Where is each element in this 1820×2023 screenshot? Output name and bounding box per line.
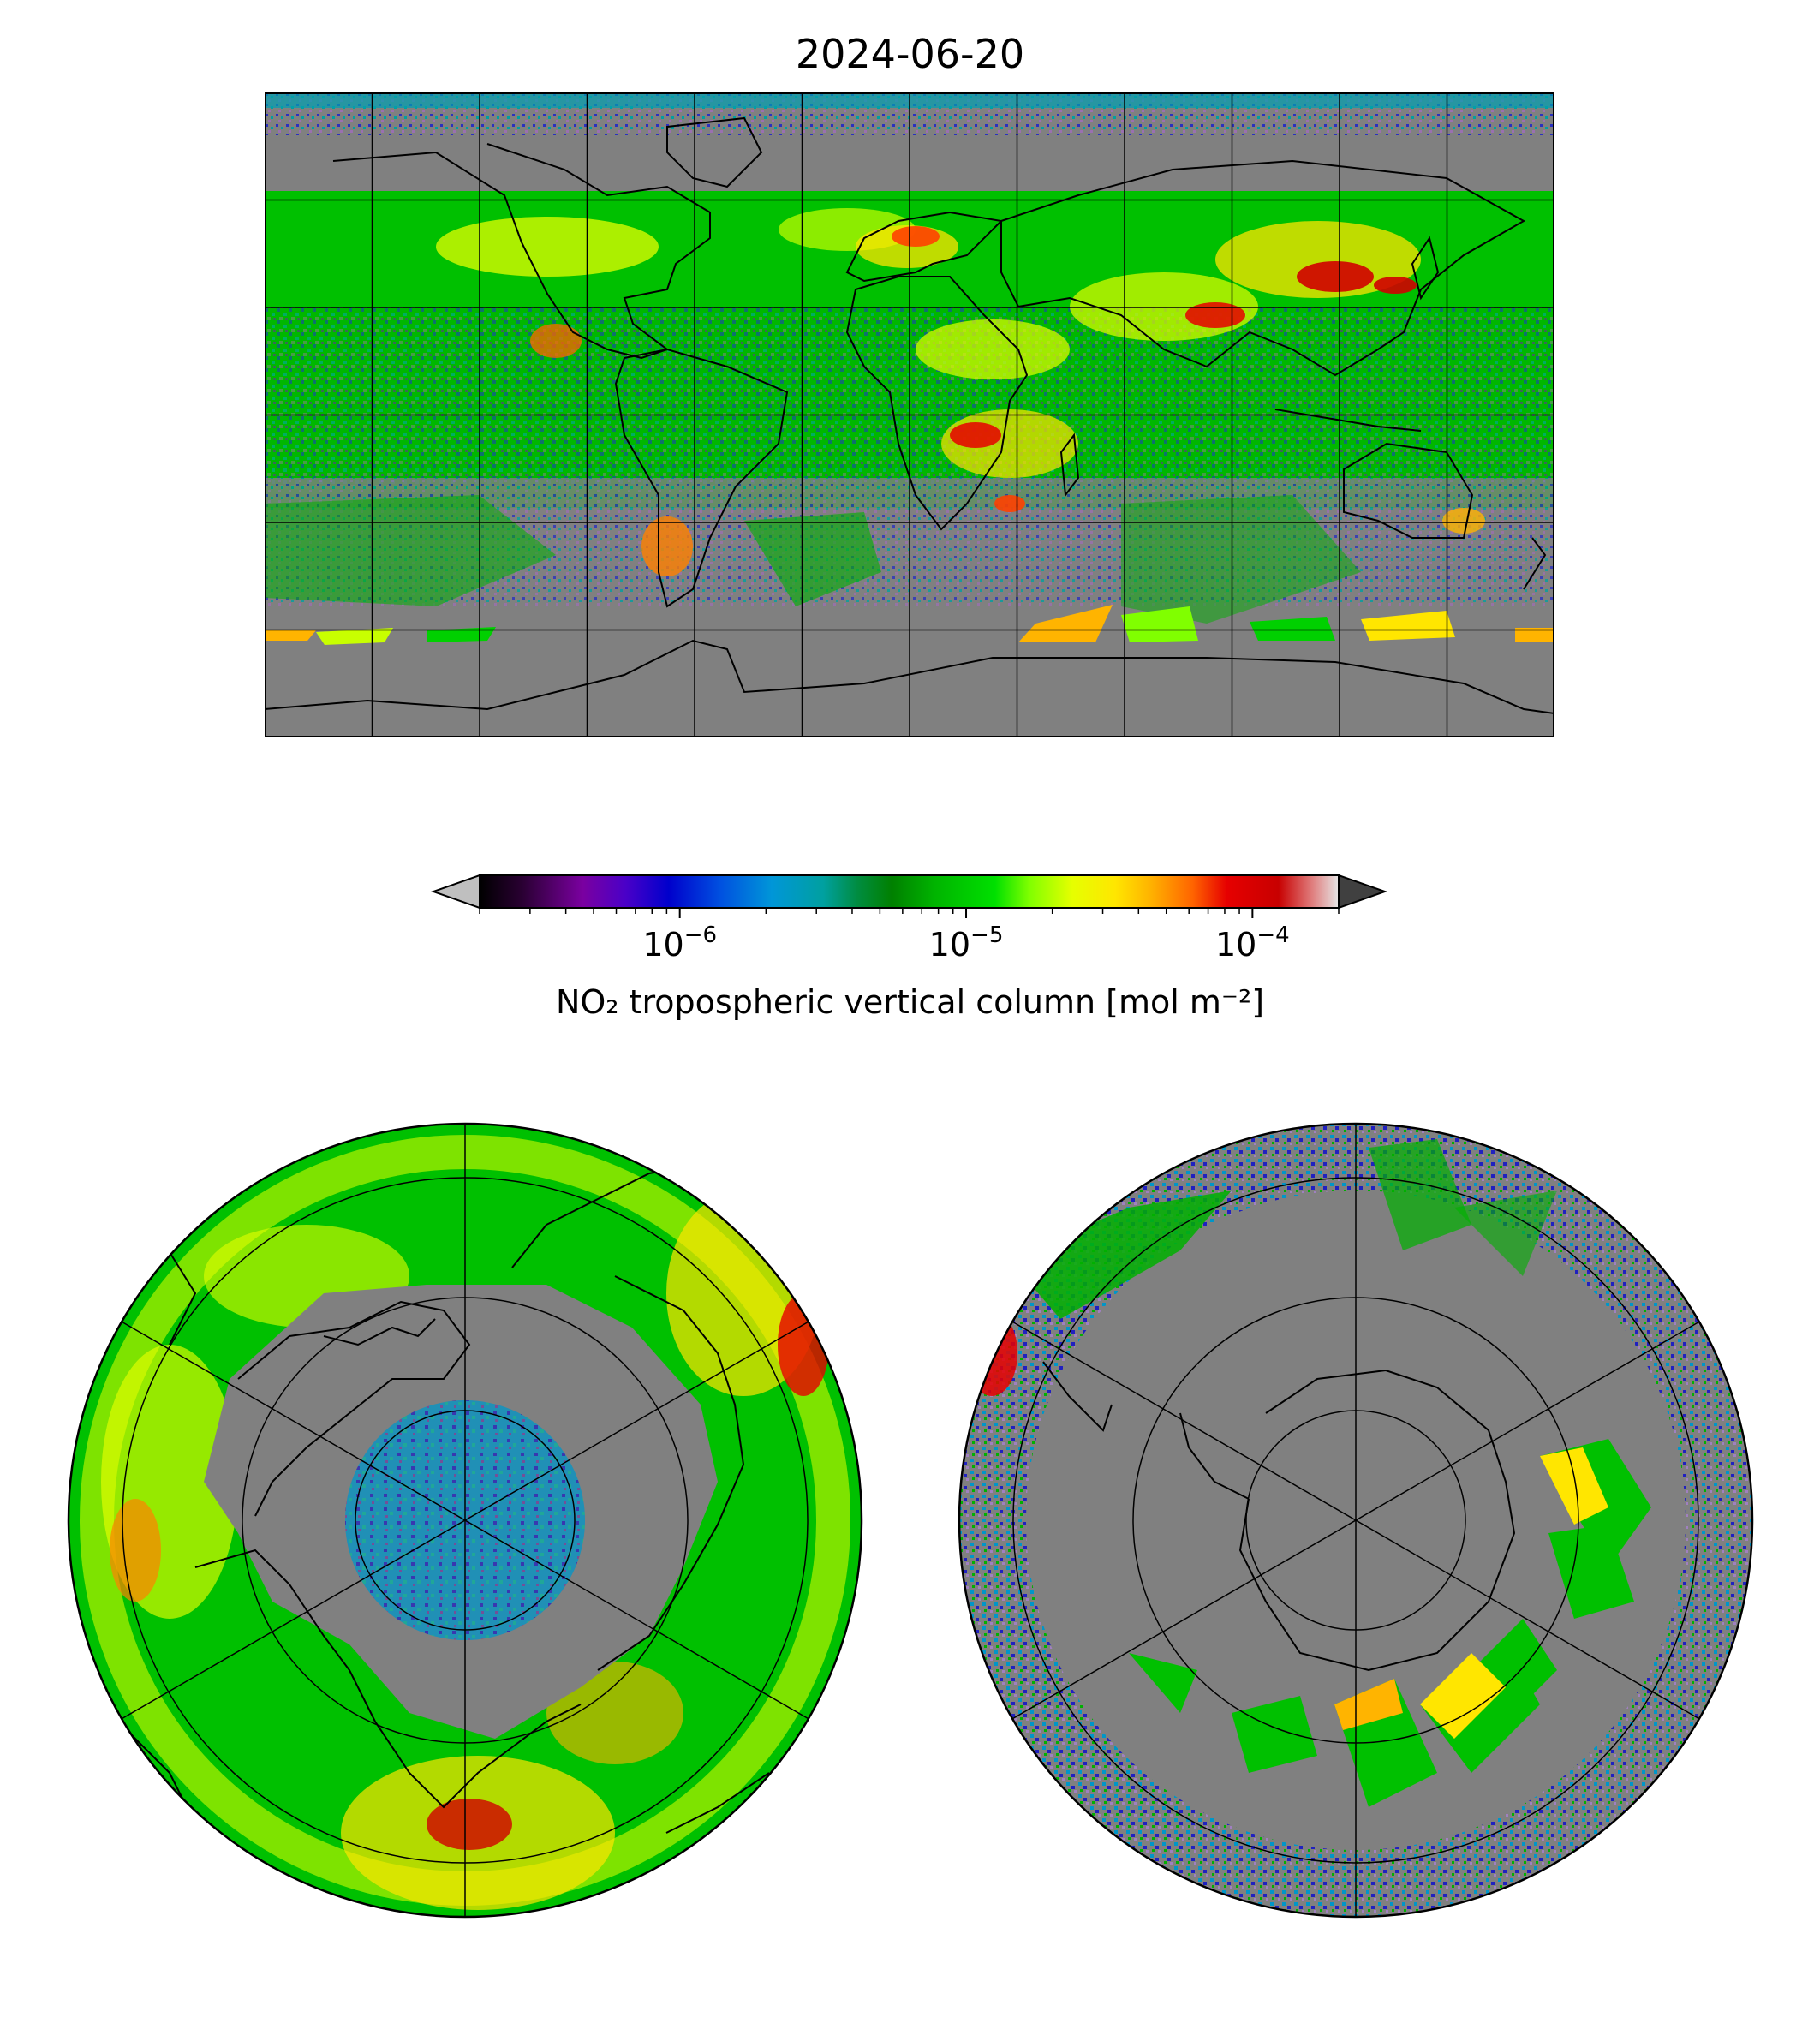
global-map xyxy=(265,92,1554,737)
colorbar-gradient xyxy=(479,874,1340,909)
south-polar-map xyxy=(958,1122,1754,1919)
colorbar: 10−6 10−5 10−4 xyxy=(430,874,1388,964)
colorbar-tick-label: 10−6 xyxy=(642,922,717,964)
colorbar-tick-label: 10−4 xyxy=(1215,922,1290,964)
figure-title: 2024-06-20 xyxy=(795,31,1025,77)
north-polar-map xyxy=(67,1122,863,1919)
colorbar-label: NO₂ tropospheric vertical column [mol m⁻… xyxy=(555,983,1265,1021)
colorbar-tick-label: 10−5 xyxy=(929,922,1004,964)
colorbar-extend-max xyxy=(1338,874,1388,910)
colorbar-extend-min xyxy=(430,874,480,910)
